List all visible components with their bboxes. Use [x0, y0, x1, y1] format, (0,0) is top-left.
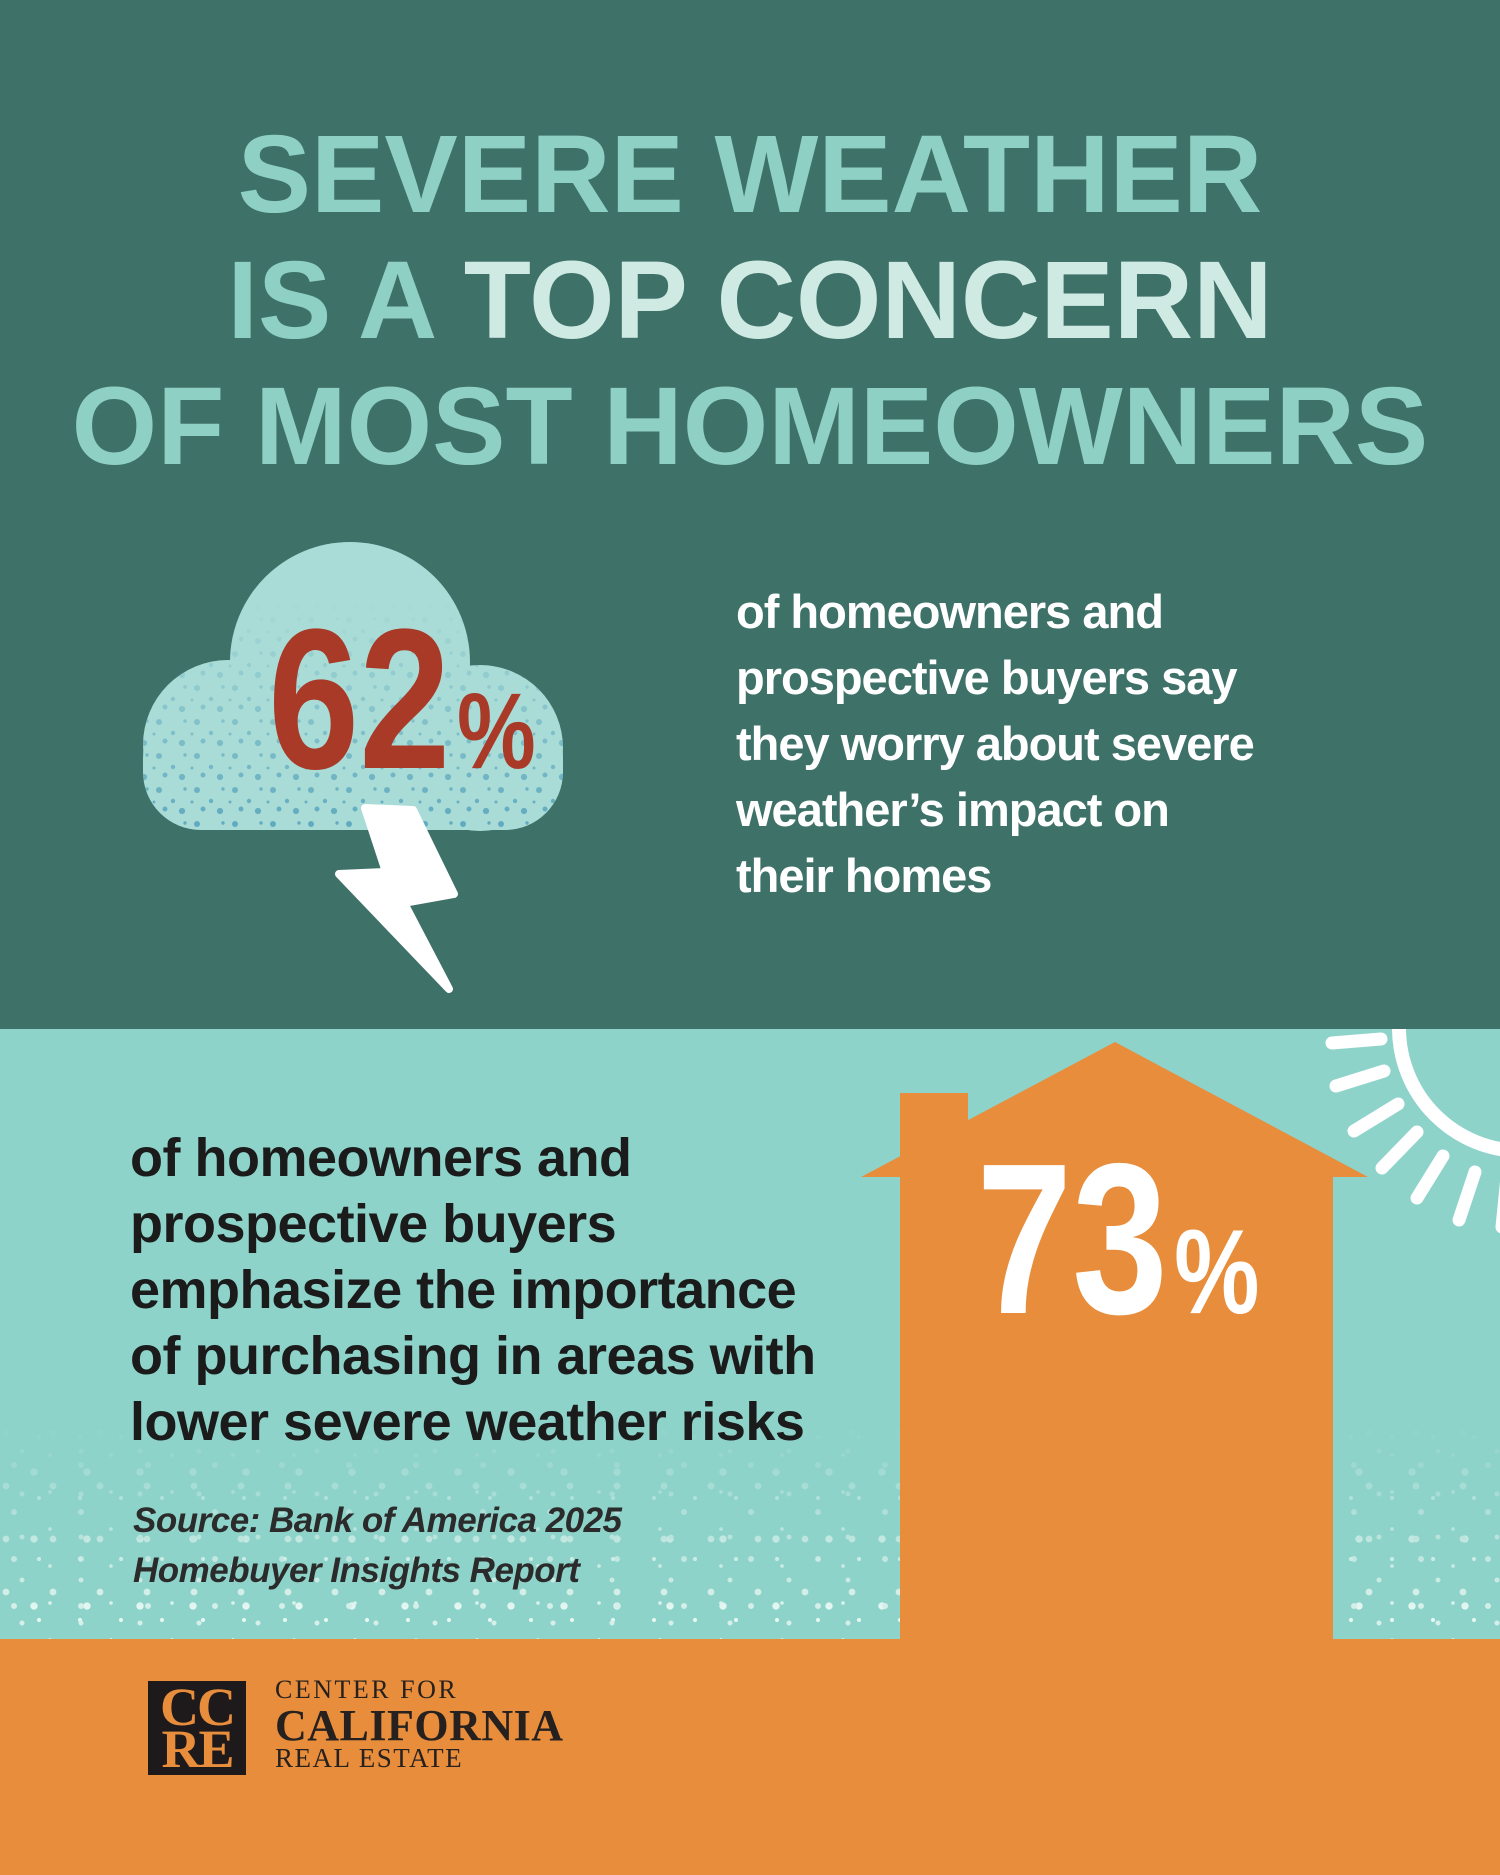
- description-line: of homeowners and: [130, 1128, 632, 1188]
- house-roof: [861, 1042, 1368, 1177]
- house-stat: 73%: [976, 1120, 1259, 1360]
- house-stat-unit: %: [1174, 1206, 1259, 1340]
- description-line: they worry about severe: [736, 717, 1255, 770]
- cloud-stat-unit: %: [457, 671, 536, 791]
- headline-line-2-highlight: TOP CONCERN: [463, 239, 1273, 362]
- headline-line-3: OF MOST HOMEOWNERS: [71, 365, 1429, 488]
- headline-line-1: SEVERE WEATHER: [237, 113, 1263, 236]
- org-name-center-for: CENTER FOR: [275, 1675, 459, 1704]
- ccre-monogram-bottom: RE: [161, 1719, 234, 1779]
- source-note: Source: Bank of America 2025 Homebuyer I…: [133, 1496, 622, 1596]
- lightning-bolt-icon: [335, 804, 458, 993]
- headline-line-2: IS A TOP CONCERN: [0, 238, 1500, 364]
- sun-icon: [1325, 1029, 1500, 1234]
- house-body: [900, 1170, 1333, 1650]
- sun-rays: [1325, 1032, 1500, 1234]
- description-line: weather’s impact on: [736, 783, 1170, 836]
- description-line: prospective buyers say: [736, 651, 1237, 704]
- description-line: lower severe weather risks: [130, 1392, 805, 1452]
- top-dark-section: [0, 0, 1500, 1029]
- description-line: of purchasing in areas with: [130, 1326, 816, 1386]
- cloud-stat: 62%: [268, 586, 536, 810]
- org-name-california: CALIFORNIA: [275, 1701, 564, 1750]
- description-line: of homeowners and: [736, 585, 1164, 638]
- footer-orange-bar: [0, 1639, 1500, 1875]
- page-title: SEVERE WEATHER IS A TOP CONCERN OF MOST …: [0, 112, 1500, 490]
- house-icon: [861, 1042, 1368, 1650]
- house-stat-value: 73: [976, 1120, 1167, 1360]
- description-line: their homes: [736, 849, 992, 902]
- headline-line-2-prefix: IS A: [227, 239, 464, 362]
- ccre-logo-box: CC RE: [148, 1677, 246, 1779]
- ccre-monogram-top: CC: [160, 1677, 236, 1737]
- cloud-stat-value: 62: [268, 586, 450, 810]
- description-line: emphasize the importance: [130, 1260, 797, 1320]
- storm-cloud-icon: [143, 542, 563, 831]
- cloud-description: of homeowners and prospective buyers say…: [736, 579, 1255, 909]
- house-description: of homeowners and prospective buyers emp…: [130, 1125, 816, 1455]
- source-line: Source: Bank of America 2025: [133, 1501, 622, 1540]
- description-line: prospective buyers: [130, 1194, 617, 1254]
- org-name-real-estate: REAL ESTATE: [275, 1743, 464, 1773]
- source-line: Homebuyer Insights Report: [133, 1551, 580, 1590]
